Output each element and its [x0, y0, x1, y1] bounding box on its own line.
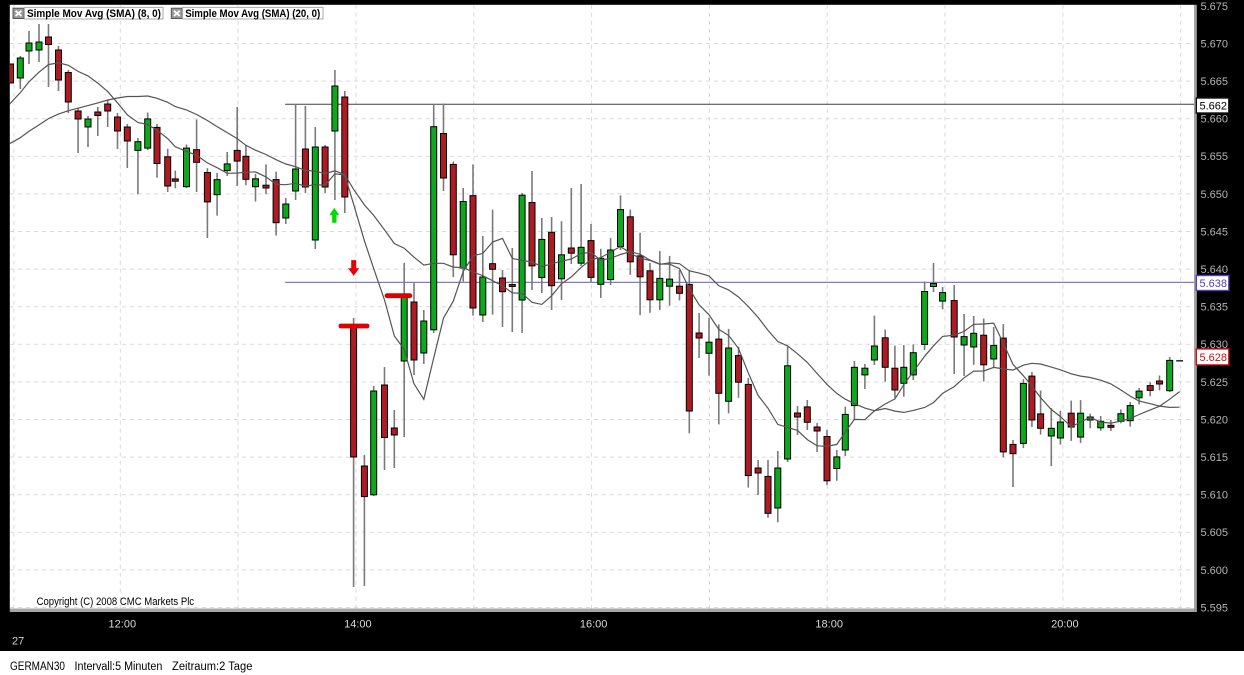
svg-text:Simple Mov Avg (SMA) (20, 0): Simple Mov Avg (SMA) (20, 0) [185, 8, 320, 20]
svg-text:20:00: 20:00 [1051, 619, 1079, 631]
svg-text:12:00: 12:00 [109, 619, 137, 631]
svg-text:5.650: 5.650 [1201, 189, 1229, 201]
svg-text:14:00: 14:00 [344, 619, 372, 631]
svg-text:5.670: 5.670 [1201, 38, 1229, 50]
svg-text:Copyright (C) 2008 CMC Markets: Copyright (C) 2008 CMC Markets Plc [37, 596, 195, 608]
svg-text:5.595: 5.595 [1201, 602, 1229, 614]
svg-text:5.640: 5.640 [1201, 264, 1229, 276]
svg-text:Zeitraum:2 Tage: Zeitraum:2 Tage [172, 661, 252, 673]
svg-text:5.655: 5.655 [1201, 151, 1229, 163]
svg-text:5.605: 5.605 [1201, 527, 1229, 539]
svg-text:5.660: 5.660 [1201, 114, 1229, 126]
svg-text:5.600: 5.600 [1201, 565, 1229, 577]
svg-text:5.662: 5.662 [1200, 101, 1228, 113]
svg-text:5.635: 5.635 [1201, 302, 1229, 314]
svg-text:Simple Mov Avg (SMA) (8, 0): Simple Mov Avg (SMA) (8, 0) [27, 8, 161, 20]
svg-text:5.645: 5.645 [1201, 226, 1229, 238]
svg-text:5.675: 5.675 [1201, 1, 1229, 13]
svg-text:GERMAN30: GERMAN30 [10, 661, 65, 673]
svg-text:5.625: 5.625 [1201, 377, 1229, 389]
svg-text:5.620: 5.620 [1201, 414, 1229, 426]
svg-text:5.628: 5.628 [1200, 352, 1228, 364]
svg-text:5.665: 5.665 [1201, 76, 1229, 88]
svg-text:18:00: 18:00 [815, 619, 843, 631]
svg-text:Intervall:5 Minuten: Intervall:5 Minuten [75, 661, 163, 673]
svg-text:5.615: 5.615 [1201, 452, 1229, 464]
svg-text:27: 27 [12, 636, 24, 648]
svg-text:5.610: 5.610 [1201, 490, 1229, 502]
svg-text:16:00: 16:00 [580, 619, 608, 631]
svg-text:5.638: 5.638 [1200, 278, 1228, 290]
